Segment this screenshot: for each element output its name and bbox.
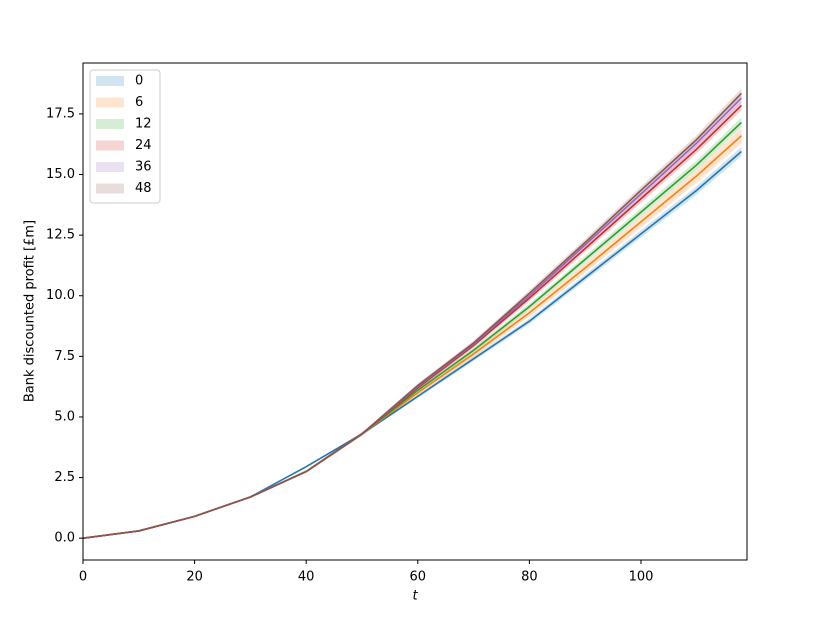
x-axis-label: t (412, 589, 418, 604)
legend-swatch (96, 76, 124, 86)
line (83, 104, 742, 539)
y-tick-label: 5.0 (54, 409, 75, 424)
x-tick-label: 40 (298, 570, 315, 585)
legend-swatch (96, 97, 124, 108)
confidence-band (83, 88, 742, 539)
legend-label: 36 (135, 160, 152, 175)
legend-swatch (96, 140, 124, 151)
confidence-band (83, 146, 742, 539)
legend-swatch (96, 162, 124, 172)
x-tick-label: 20 (186, 570, 203, 585)
x-tick-label: 0 (79, 570, 87, 585)
legend-label: 12 (135, 117, 152, 132)
confidence-band (83, 93, 742, 539)
legend-swatch (96, 119, 124, 129)
y-tick-label: 12.5 (46, 228, 75, 243)
legend-label: 6 (135, 95, 143, 110)
y-axis-label: Bank discounted profit [£m] (23, 220, 38, 402)
y-tick-label: 15.0 (46, 167, 75, 182)
x-tick-label: 80 (521, 570, 538, 585)
x-tick-label: 100 (629, 570, 654, 585)
legend-label: 0 (135, 74, 143, 89)
legend-label: 48 (135, 181, 152, 196)
plot-area (83, 88, 742, 539)
plot-frame (82, 62, 748, 561)
y-tick-label: 17.5 (46, 106, 75, 121)
confidence-band (83, 117, 742, 539)
y-tick-label: 7.5 (54, 349, 75, 364)
legend-frame (89, 69, 161, 204)
legend-label: 24 (135, 138, 152, 153)
y-tick-label: 10.0 (46, 288, 75, 303)
x-tick-label: 60 (410, 570, 427, 585)
y-tick-label: 0.0 (54, 531, 75, 546)
confidence-band (83, 100, 742, 539)
line (83, 121, 742, 539)
legend-swatch (96, 183, 124, 194)
y-tick-label: 2.5 (54, 470, 75, 485)
line (83, 92, 742, 539)
line (83, 97, 742, 539)
